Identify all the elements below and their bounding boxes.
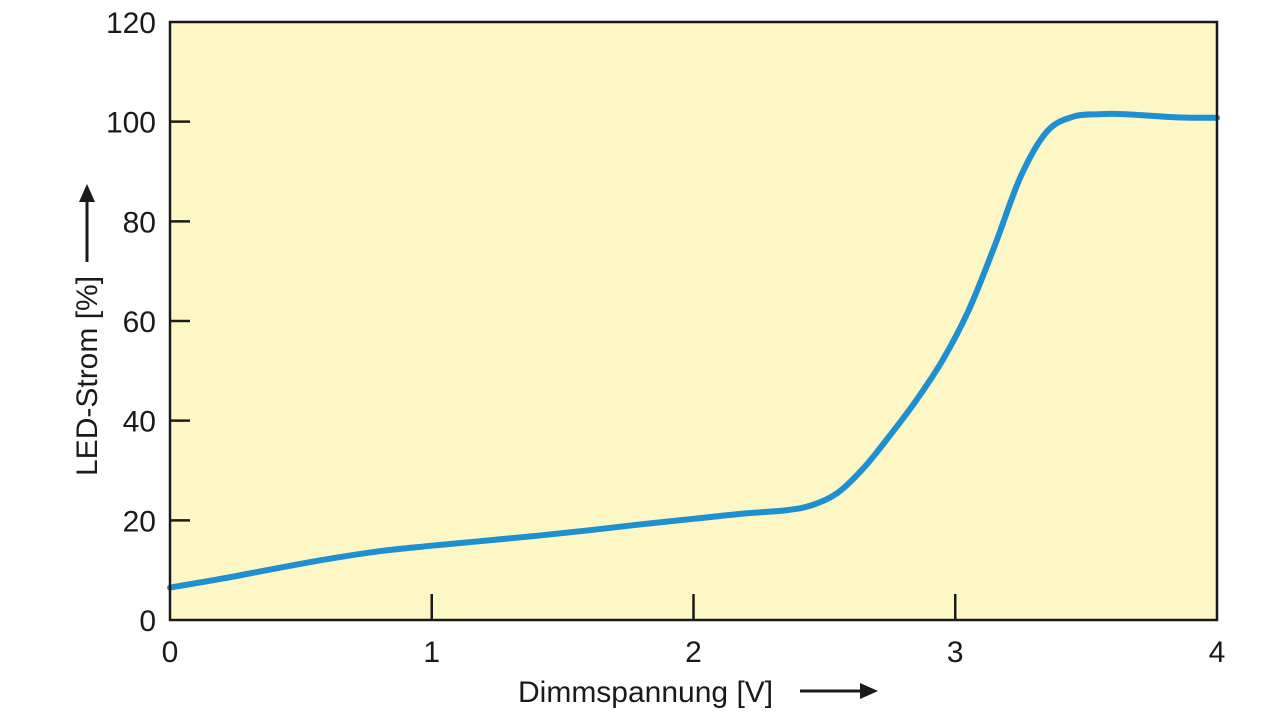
y-tick-label: 20 bbox=[123, 505, 156, 538]
x-tick-label: 0 bbox=[162, 636, 179, 669]
x-axis-arrow bbox=[800, 683, 878, 699]
x-tick-label: 3 bbox=[947, 636, 964, 669]
plot-frame bbox=[168, 20, 1219, 622]
y-tick-label: 100 bbox=[106, 107, 156, 140]
y-tick-label: 120 bbox=[106, 7, 156, 40]
x-tick-label: 2 bbox=[685, 636, 702, 669]
x-axis-ticks: 0 1 2 3 4 bbox=[162, 594, 1226, 669]
series-line bbox=[167, 110, 1220, 591]
x-tick-label: 4 bbox=[1209, 636, 1226, 669]
x-axis-title: Dimmspannung [V] bbox=[518, 676, 773, 709]
y-tick-label: 40 bbox=[123, 406, 156, 439]
y-tick-label: 0 bbox=[139, 605, 156, 638]
y-tick-label: 60 bbox=[123, 306, 156, 339]
y-axis-arrow bbox=[79, 184, 95, 262]
y-axis-ticks: 0 20 40 60 80 100 120 bbox=[106, 7, 190, 638]
plot-area bbox=[170, 22, 1217, 620]
y-axis-title: LED-Strom [%] bbox=[71, 276, 104, 476]
y-tick-label: 80 bbox=[123, 206, 156, 239]
x-tick-label: 1 bbox=[423, 636, 440, 669]
